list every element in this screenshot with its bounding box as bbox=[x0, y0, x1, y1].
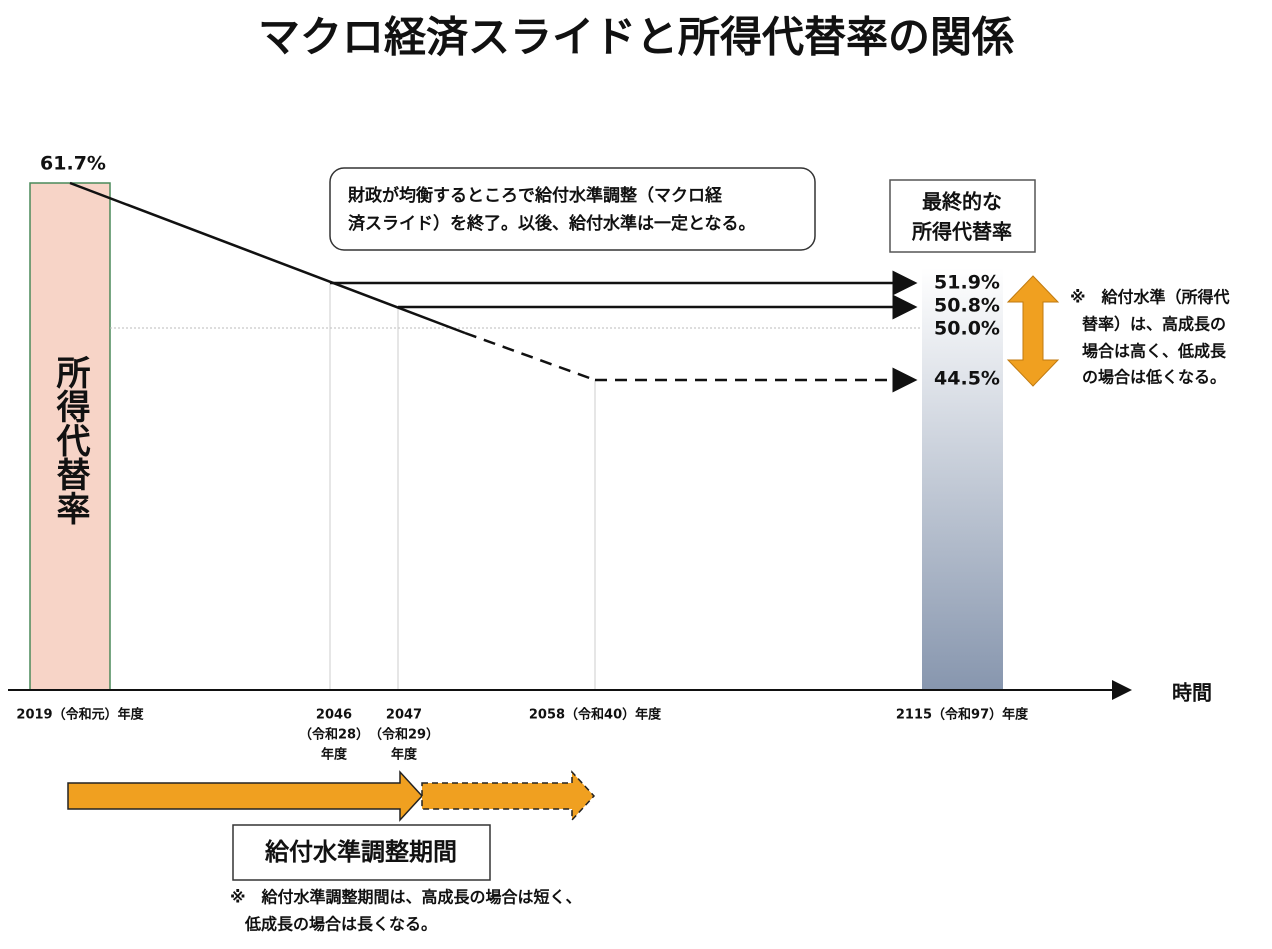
range-note: 替率）は、高成長の bbox=[1082, 315, 1226, 334]
axis-label: 2046 bbox=[316, 708, 352, 723]
axis-title: 時間 bbox=[1172, 681, 1212, 705]
period-label: 給付水準調整期間 bbox=[264, 838, 457, 866]
axis-label: 2058（令和40）年度 bbox=[529, 707, 662, 723]
decline-dashed bbox=[464, 331, 596, 382]
range-note: の場合は低くなる。 bbox=[1082, 368, 1226, 387]
axis-label: （令和29） bbox=[369, 727, 439, 743]
final-value: 44.5% bbox=[934, 368, 1000, 390]
callout bbox=[329, 167, 816, 251]
period-note: 低成長の場合は長くなる。 bbox=[244, 915, 437, 934]
final-box bbox=[889, 179, 1036, 253]
bar-label: 所得代替率 bbox=[50, 355, 91, 525]
axis-label: 年度 bbox=[321, 747, 348, 763]
callout-line: 財政が均衡するところで給付水準調整（マクロ経 bbox=[347, 185, 723, 206]
final-box-line: 所得代替率 bbox=[911, 220, 1012, 244]
period-note: ※ 給付水準調整期間は、高成長の場合は短く、 bbox=[230, 888, 582, 907]
axis-label: 2019（令和元）年度 bbox=[16, 707, 144, 723]
range-arrow bbox=[1006, 275, 1060, 387]
final-box-line: 最終的な bbox=[922, 190, 1002, 214]
axis-label: 2047 bbox=[386, 708, 422, 723]
initial-bar bbox=[29, 182, 111, 691]
final-value: 51.9% bbox=[934, 272, 1000, 294]
final-value: 50.0% bbox=[934, 318, 1000, 340]
range-note: ※ 給付水準（所得代 bbox=[1070, 288, 1230, 307]
callout-line: 済スライド）を終了。以後、給付水準は一定となる。 bbox=[348, 213, 756, 234]
final-value: 50.8% bbox=[934, 295, 1000, 317]
period-box bbox=[232, 824, 491, 881]
period-arrow-dashed bbox=[421, 770, 596, 822]
axis-label: 年度 bbox=[391, 747, 418, 763]
final-bar bbox=[922, 268, 1003, 690]
title: マクロ経済スライドと所得代替率の関係 bbox=[258, 13, 1014, 62]
start-value: 61.7% bbox=[40, 153, 106, 175]
axis-label: 2115（令和97）年度 bbox=[896, 707, 1029, 723]
period-arrow bbox=[67, 770, 424, 822]
range-note: 場合は高く、低成長 bbox=[1082, 342, 1227, 361]
axis-label: （令和28） bbox=[299, 727, 369, 743]
